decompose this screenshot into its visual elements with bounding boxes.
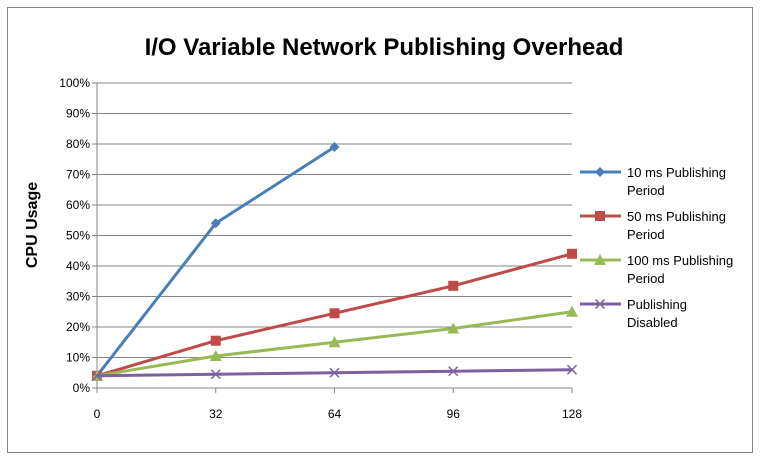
legend-label: Period — [627, 183, 665, 198]
y-tick-label: 100% — [59, 76, 90, 90]
x-tick-label: 96 — [447, 407, 461, 421]
legend-marker — [595, 211, 605, 221]
y-tick-label: 10% — [66, 351, 90, 365]
chart-frame — [7, 7, 753, 453]
y-tick-label: 50% — [66, 229, 90, 243]
legend-entry: 100 ms Publishing Period — [580, 253, 733, 286]
data-point — [210, 218, 221, 229]
legend-label: Publishing — [627, 297, 687, 312]
data-point — [447, 322, 460, 334]
y-tick-label: 20% — [66, 320, 90, 334]
legend-entry: 10 ms Publishing Period — [580, 165, 726, 198]
series-2 — [92, 248, 577, 381]
data-point — [329, 142, 340, 153]
y-axis-label: CPU Usage — [24, 182, 41, 268]
legend-label: Disabled — [627, 315, 678, 330]
y-tick-label: 60% — [66, 198, 90, 212]
data-point — [567, 248, 577, 259]
series-group — [91, 142, 578, 381]
legend-label: 10 ms Publishing — [627, 165, 726, 180]
legend-label: Period — [627, 271, 665, 286]
y-tick-label: 80% — [66, 137, 90, 151]
data-point — [328, 336, 341, 348]
series-4 — [91, 364, 578, 381]
legend-label: Period — [627, 227, 665, 242]
y-tick-label: 30% — [66, 290, 90, 304]
legend-label: 100 ms Publishing — [627, 253, 733, 268]
data-point — [329, 367, 340, 378]
x-tick-label: 128 — [562, 407, 582, 421]
data-point — [91, 370, 103, 381]
x-tick-label: 64 — [328, 407, 342, 421]
data-point — [209, 349, 222, 361]
gridlines — [97, 82, 572, 358]
y-tick-label: 70% — [66, 168, 90, 182]
legend-marker — [594, 254, 606, 265]
x-tick-labels: 0 32 64 96 128 — [94, 407, 583, 421]
axes — [92, 82, 573, 393]
data-point — [566, 305, 578, 317]
y-tick-label: 40% — [66, 259, 90, 273]
data-point — [566, 364, 578, 375]
y-tick-labels: 0% 10% 20% 30% 40% 50% 60% 70% 80% 90% 100% — [59, 76, 90, 395]
data-point — [448, 280, 459, 291]
data-point — [329, 308, 340, 319]
legend-marker — [594, 298, 606, 310]
data-point — [448, 366, 459, 377]
legend-marker — [595, 167, 605, 177]
y-tick-label: 90% — [66, 107, 90, 121]
legend-label: 50 ms Publishing — [627, 209, 726, 224]
legend-entry: 50 ms Publishing Period — [580, 209, 726, 242]
y-tick-label: 0% — [73, 381, 91, 395]
chart-title: I/O Variable Network Publishing Overhead — [145, 34, 624, 61]
data-point — [210, 335, 221, 346]
legend-entry: Publishing Disabled — [580, 297, 687, 330]
x-tick-label: 32 — [209, 407, 223, 421]
x-tick-label: 0 — [94, 407, 101, 421]
data-point — [210, 369, 221, 380]
legend: 10 ms Publishing Period 50 ms Publishing Pe… — [580, 165, 733, 330]
